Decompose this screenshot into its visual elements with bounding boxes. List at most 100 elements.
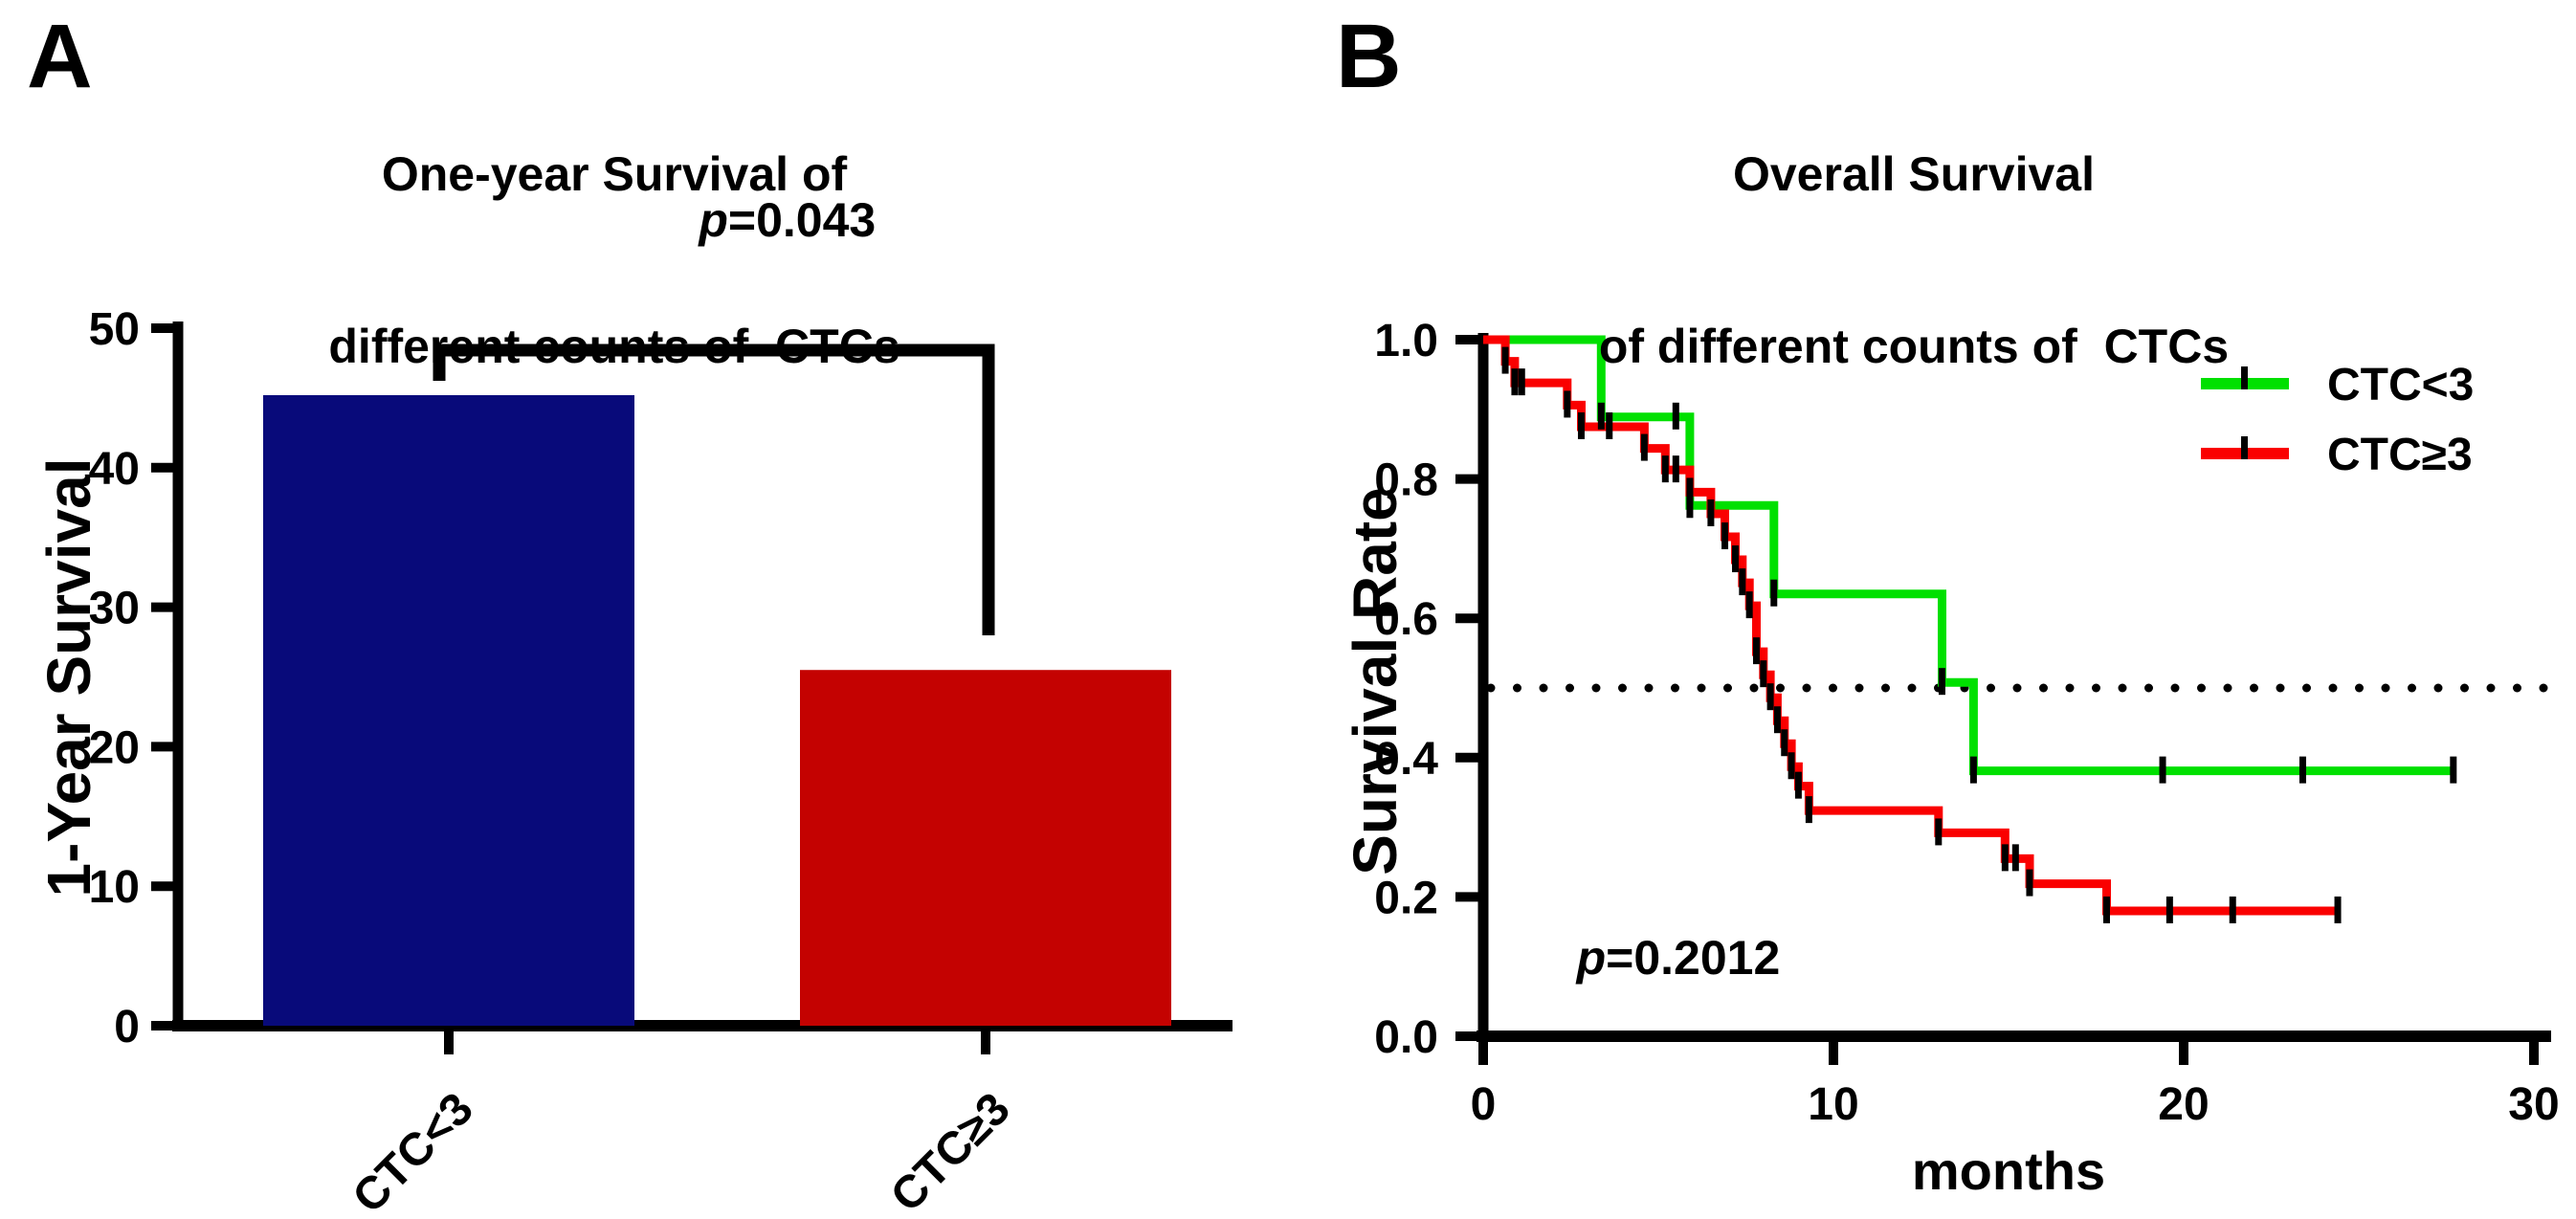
reference-dotted-line-dot xyxy=(2302,683,2311,693)
censor-tick-ctc-ge3 xyxy=(1732,545,1740,573)
b-x-tick-label: 0 xyxy=(1471,1079,1497,1130)
censor-tick-ctc-ge3 xyxy=(1794,771,1802,799)
reference-dotted-line-dot xyxy=(1618,683,1627,693)
panel-a-title-line2: different counts of CTCs xyxy=(328,320,900,373)
reference-dotted-line-dot xyxy=(2250,683,2258,693)
censor-tick-ctc-ge3 xyxy=(2229,896,2236,923)
reference-dotted-line-dot xyxy=(1987,683,1995,693)
bar-ctc-ge3 xyxy=(800,670,1171,1026)
censor-tick-ctc-ge3 xyxy=(1721,522,1729,550)
b-y-tick-label: 0.8 xyxy=(1374,455,1438,506)
reference-dotted-line-dot xyxy=(1907,683,1917,693)
censor-tick-ctc-lt3 xyxy=(1597,402,1605,430)
panel-b-p-number: =0.2012 xyxy=(1606,931,1781,985)
b-x-tick-label: 10 xyxy=(1808,1079,1858,1130)
a-y-tick-label: 30 xyxy=(89,584,140,634)
b-x-tick-label: 30 xyxy=(2508,1079,2559,1130)
reference-dotted-line-dot xyxy=(2118,683,2127,693)
reference-dotted-line-dot xyxy=(1829,683,1837,693)
censor-tick-ctc-ge3 xyxy=(1661,455,1669,483)
panel-a-p-number: =0.043 xyxy=(727,193,877,247)
panel-b-y-axis-title: Survival Rate xyxy=(1341,487,1410,875)
a-y-tick-label: 20 xyxy=(89,722,140,773)
reference-dotted-line-dot xyxy=(1881,683,1890,693)
b-y-tick-label: 0.6 xyxy=(1374,594,1438,645)
reference-dotted-line-dot xyxy=(1723,683,1732,693)
reference-dotted-line-dot xyxy=(1802,683,1811,693)
censor-tick-ctc-ge3 xyxy=(1766,683,1774,711)
censor-tick-ctc-ge3 xyxy=(1781,729,1788,757)
a-y-tick-label: 0 xyxy=(114,1002,140,1053)
censor-tick-ctc-lt3 xyxy=(2450,756,2457,784)
b-y-tick-label: 0.0 xyxy=(1374,1012,1438,1063)
km-curve-ctc-ge3 xyxy=(1483,335,2338,916)
panel-a-letter: A xyxy=(27,6,93,107)
censor-tick-ctc-ge3 xyxy=(1501,346,1509,374)
reference-dotted-line-dot xyxy=(2197,683,2206,693)
b-x-tick-label: 20 xyxy=(2158,1079,2209,1130)
censor-tick-ctc-lt3 xyxy=(1672,402,1679,430)
censor-tick-ctc-ge3 xyxy=(1511,368,1519,396)
censor-tick-ctc-ge3 xyxy=(2001,844,2009,872)
censor-tick-ctc-ge3 xyxy=(1640,433,1648,461)
censor-tick-ctc-ge3 xyxy=(1739,568,1746,596)
reference-dotted-line-dot xyxy=(1539,683,1548,693)
censor-tick-ctc-ge3 xyxy=(1606,412,1613,439)
censor-tick-ctc-lt3 xyxy=(2298,756,2306,784)
b-y-tick-label: 0.2 xyxy=(1374,873,1438,923)
reference-dotted-line-dot xyxy=(2355,683,2364,693)
panel-b-p-symbol: p xyxy=(1576,931,1607,985)
censor-tick-ctc-ge3 xyxy=(2026,869,2033,897)
panel-b-title-line2: of different counts of CTCs xyxy=(1598,320,2230,373)
panel-b-title-line1: Overall Survival xyxy=(1732,147,2095,201)
censor-tick-ctc-lt3 xyxy=(1969,756,1977,784)
a-category-label: CTC≥3 xyxy=(881,1083,1020,1219)
censor-tick-ctc-ge3 xyxy=(1577,412,1585,439)
reference-dotted-line-dot xyxy=(1513,683,1521,693)
a-y-tick-label: 40 xyxy=(89,444,140,495)
reference-dotted-line-dot xyxy=(2039,683,2048,693)
panel-a-p-value: p=0.043 xyxy=(646,148,876,292)
significance-bracket xyxy=(433,344,995,635)
censor-tick-ctc-ge3 xyxy=(1760,660,1767,688)
legend-censor-tick xyxy=(2241,366,2248,389)
censor-tick-ctc-ge3 xyxy=(2334,896,2342,923)
censor-tick-ctc-ge3 xyxy=(1788,752,1795,780)
panel-b-letter: B xyxy=(1336,6,1402,107)
censor-tick-ctc-ge3 xyxy=(1672,455,1679,483)
reference-dotted-line-dot xyxy=(1776,683,1785,693)
b-y-tick-label: 1.0 xyxy=(1374,316,1438,366)
reference-dotted-line-dot xyxy=(2144,683,2153,693)
censor-tick-ctc-ge3 xyxy=(1935,818,1943,846)
reference-dotted-line-dot xyxy=(2513,683,2521,693)
censor-tick-ctc-ge3 xyxy=(1773,706,1781,734)
censor-tick-ctc-ge3 xyxy=(1707,499,1715,526)
censor-tick-ctc-ge3 xyxy=(2011,844,2019,872)
censor-tick-ctc-ge3 xyxy=(1518,368,1525,396)
censor-tick-ctc-ge3 xyxy=(1686,477,1694,505)
legend-label-ctc-ge3: CTC≥3 xyxy=(2327,430,2473,480)
panel-b-x-axis-title: months xyxy=(1911,1141,2106,1201)
panel-a-p-symbol: p xyxy=(699,193,728,247)
censor-tick-ctc-lt3 xyxy=(2159,756,2166,784)
reference-dotted-line-dot xyxy=(1566,683,1574,693)
reference-dotted-line-dot xyxy=(2328,683,2338,693)
panel-b-p-value: p=0.2012 xyxy=(1523,886,1781,1030)
censor-tick-ctc-lt3 xyxy=(1770,579,1778,607)
reference-dotted-line-dot xyxy=(2381,683,2390,693)
a-category-label: CTC<3 xyxy=(344,1083,483,1219)
bar-ctc-lt3 xyxy=(263,394,634,1026)
reference-dotted-line-dot xyxy=(1697,683,1706,693)
reference-dotted-line-dot xyxy=(2276,683,2285,693)
reference-dotted-line-dot xyxy=(2433,683,2443,693)
reference-dotted-line-dot xyxy=(2408,683,2416,693)
censor-tick-ctc-ge3 xyxy=(1805,796,1812,824)
censor-tick-ctc-ge3 xyxy=(1745,591,1753,619)
reference-dotted-line-dot xyxy=(2012,683,2022,693)
panel-a-title: One-year Survival of different counts of… xyxy=(328,31,899,490)
reference-dotted-line-dot xyxy=(1854,683,1864,693)
censor-tick-ctc-ge3 xyxy=(1564,390,1571,418)
panel-b-title: Overall Survival of different counts of … xyxy=(1599,31,2229,490)
a-y-tick-label: 50 xyxy=(89,304,140,355)
